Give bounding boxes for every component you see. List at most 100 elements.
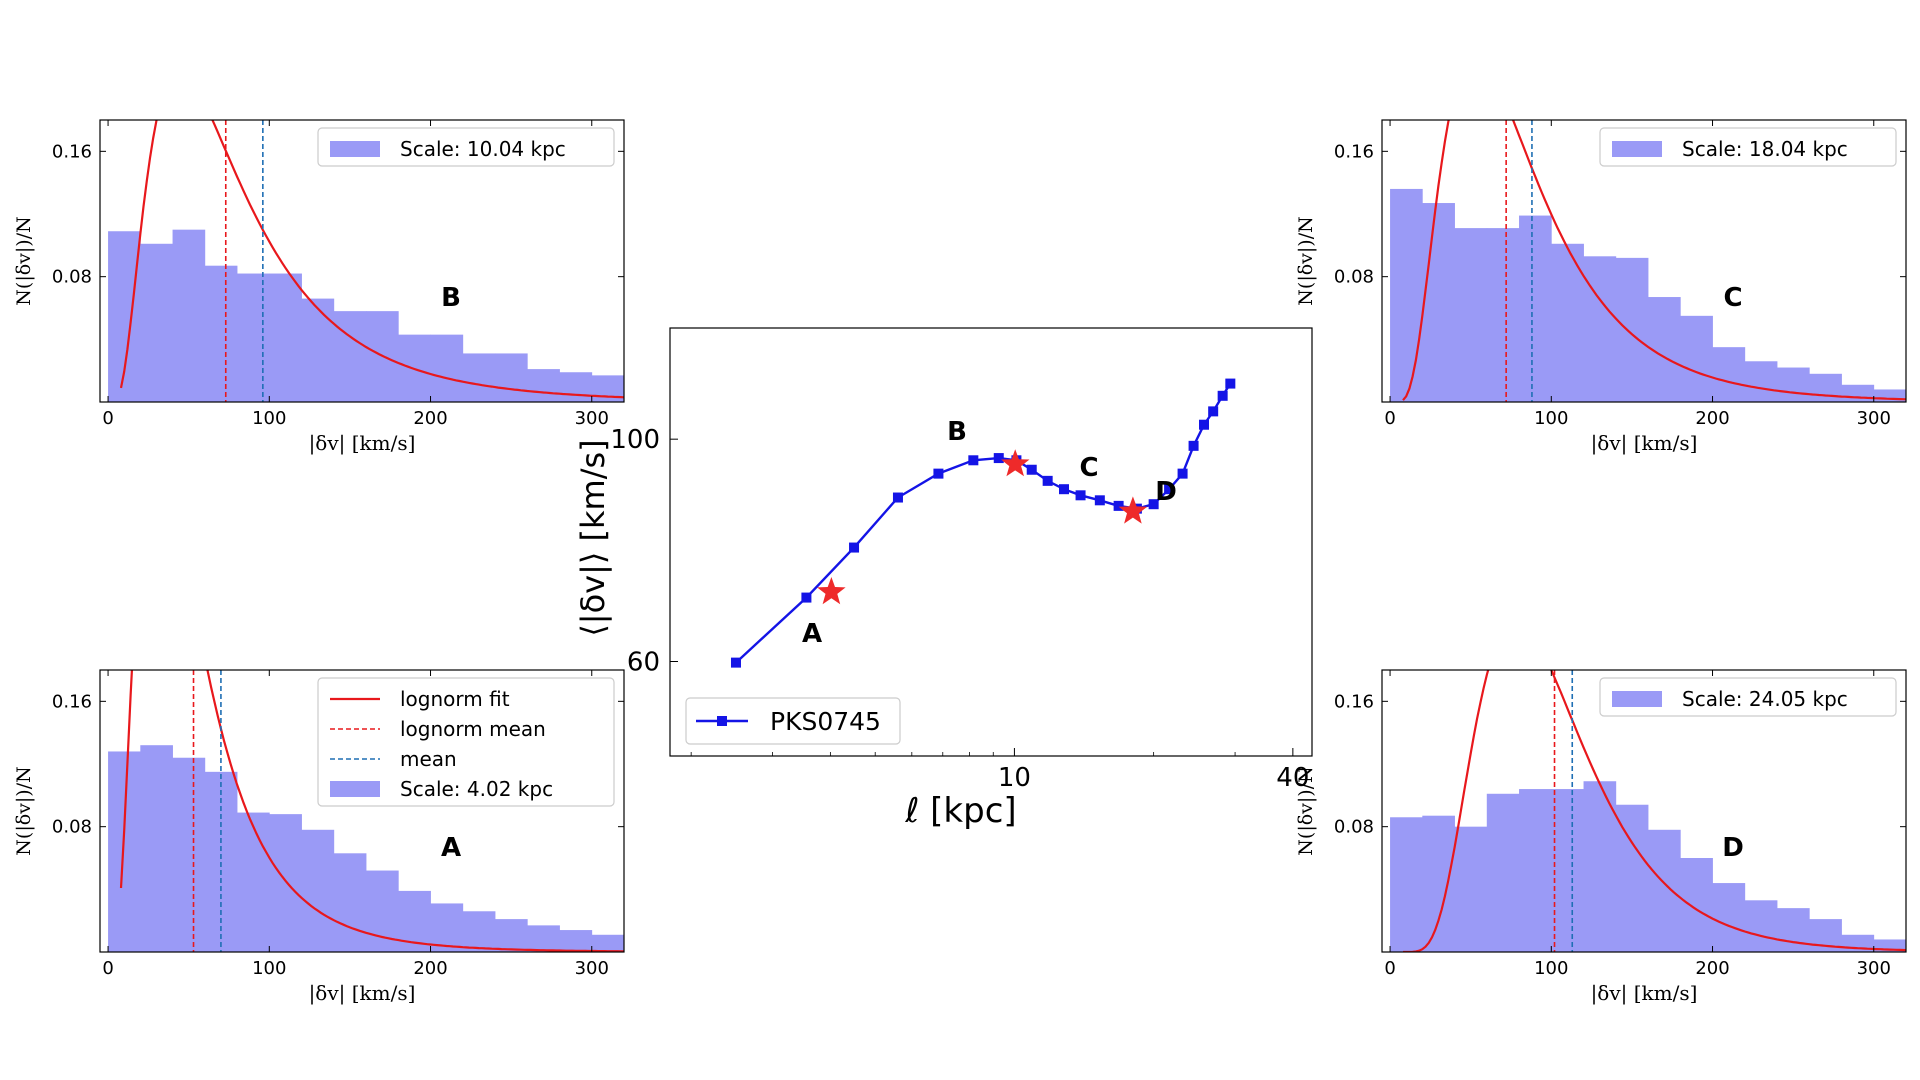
- legend: lognorm fit lognorm mean mean Scale: 4.02 k…: [317, 677, 615, 807]
- histogram-bar: [1809, 373, 1842, 402]
- x-tick-label: 200: [1695, 408, 1729, 429]
- series-point: [892, 492, 903, 503]
- legend-label: Scale: 24.05 kpc: [1682, 687, 1848, 711]
- legend-box: [317, 677, 615, 807]
- histogram-bar: [108, 231, 141, 402]
- histogram-bar: [1712, 883, 1746, 952]
- panel-letter: A: [441, 833, 461, 863]
- histogram-bar: [1712, 347, 1746, 402]
- histogram-bar: [1551, 789, 1584, 952]
- series-point: [1208, 406, 1219, 417]
- histogram-bar: [1583, 781, 1617, 952]
- series-point: [1113, 500, 1124, 511]
- series-point: [730, 657, 741, 668]
- x-tick-label: 200: [1695, 958, 1729, 979]
- histogram-bar: [688, 946, 721, 952]
- histogram-panel-b: 0 100 200 300 0.08 0.16 |δv| [km/s] N(|δv|)/N B S…: [13, 119, 657, 456]
- legend-swatch-marker: [717, 716, 727, 726]
- histogram-panel-a: 0 100 200 300 0.08 0.16 |δv| [km/s] N(|δv|)/N Al…: [13, 669, 754, 1006]
- x-tick-label: 200: [413, 408, 447, 429]
- x-tick-label: 10: [998, 763, 1031, 793]
- histogram-bar: [624, 938, 657, 952]
- histogram-bar: [1486, 793, 1520, 952]
- y-tick-label: 0.16: [1334, 141, 1374, 162]
- axes-frame: [99, 669, 625, 953]
- center-chart: 10 40 60 100 ℓ [kpc] ⟨|δv|⟩ [km/s] A B C D PKS0745: [574, 327, 1313, 831]
- plot-area: [1390, 120, 1906, 402]
- histogram-bar: [140, 243, 173, 402]
- y-tick-label: 0.16: [1334, 691, 1374, 712]
- series-point: [1042, 475, 1053, 486]
- histogram-bar: [204, 265, 238, 402]
- histogram-bar: [559, 372, 593, 402]
- legend-box: [685, 697, 901, 745]
- x-axis-label: |δv| [km/s]: [1591, 981, 1698, 1006]
- x-tick-label: 0: [102, 408, 113, 429]
- y-tick-label: 0.16: [52, 141, 92, 162]
- histogram-bar: [1422, 815, 1455, 952]
- legend-swatch-hist: [330, 141, 380, 157]
- histogram-bar: [269, 273, 302, 402]
- point-label-d: D: [1155, 477, 1177, 507]
- y-axis-label: N(|δv|)/N: [1295, 766, 1317, 855]
- histogram-bar: [1680, 858, 1713, 952]
- x-axis-label: |δv| [km/s]: [1591, 431, 1698, 456]
- series-point: [1094, 495, 1105, 506]
- histogram-bar: [1390, 188, 1423, 402]
- legend-label: mean: [400, 747, 457, 771]
- series-point: [1075, 490, 1086, 501]
- lognorm-fit-curve: [119, 120, 624, 399]
- histogram-bar: [1486, 228, 1520, 402]
- series-point: [1199, 419, 1210, 430]
- x-tick-label: 0: [102, 958, 113, 979]
- histogram-bar: [462, 353, 496, 402]
- series-point: [849, 542, 860, 553]
- panel-letter: D: [1722, 833, 1744, 863]
- x-tick-label: 100: [252, 408, 286, 429]
- histogram-bar: [1744, 361, 1778, 402]
- histogram-bar: [1519, 789, 1552, 952]
- histogram-bar: [172, 757, 206, 952]
- x-tick-label: 0: [1384, 408, 1395, 429]
- histogram-bar: [462, 911, 496, 952]
- legend-label: Scale: 10.04 kpc: [400, 137, 566, 161]
- panel-letter: B: [441, 283, 461, 313]
- histogram-panel-d: 0 100 200 300 0.08 0.16 |δv| [km/s] N(|δv|)/N D S…: [1295, 669, 1907, 1006]
- legend-box: [317, 127, 615, 167]
- lognorm-fit-curve: [1403, 670, 1906, 952]
- histogram-bar: [559, 930, 593, 952]
- legend-label: lognorm mean: [400, 717, 546, 741]
- point-label-b: B: [947, 417, 967, 447]
- histogram-bar: [333, 311, 367, 402]
- y-tick-label: 0.08: [1334, 267, 1374, 288]
- legend: Scale: 24.05 kpc: [1599, 677, 1897, 717]
- series-point: [1026, 464, 1037, 475]
- histogram-bar: [721, 947, 754, 952]
- plot-area: [108, 120, 657, 402]
- histogram-bar: [333, 853, 367, 952]
- series-point: [1177, 468, 1188, 479]
- histogram-bar: [269, 814, 302, 952]
- legend: Scale: 18.04 kpc: [1599, 127, 1897, 167]
- legend-box: [1599, 677, 1897, 717]
- star-marker-c: [1118, 496, 1148, 524]
- histogram-bar: [237, 273, 270, 402]
- histogram-bar: [591, 934, 624, 952]
- legend-label: PKS0745: [770, 707, 881, 736]
- series-point: [1148, 499, 1159, 510]
- lognorm-fit-curve: [119, 670, 624, 952]
- y-tick-label: 100: [610, 425, 660, 455]
- histogram-bar: [1583, 256, 1617, 402]
- point-label-c: C: [1079, 453, 1098, 483]
- histogram-bar: [495, 919, 528, 952]
- histogram-bar: [172, 229, 206, 402]
- legend-swatch-hist: [1612, 141, 1662, 157]
- histogram-bar: [1777, 367, 1810, 402]
- y-axis-label: ⟨|δv|⟩ [km/s]: [574, 439, 612, 636]
- series-point: [933, 468, 944, 479]
- histogram-bar: [1551, 243, 1584, 402]
- histogram-bar: [495, 353, 528, 402]
- histogram-bar: [624, 388, 657, 402]
- histogram-bar: [1422, 203, 1455, 402]
- series-point: [1217, 390, 1228, 401]
